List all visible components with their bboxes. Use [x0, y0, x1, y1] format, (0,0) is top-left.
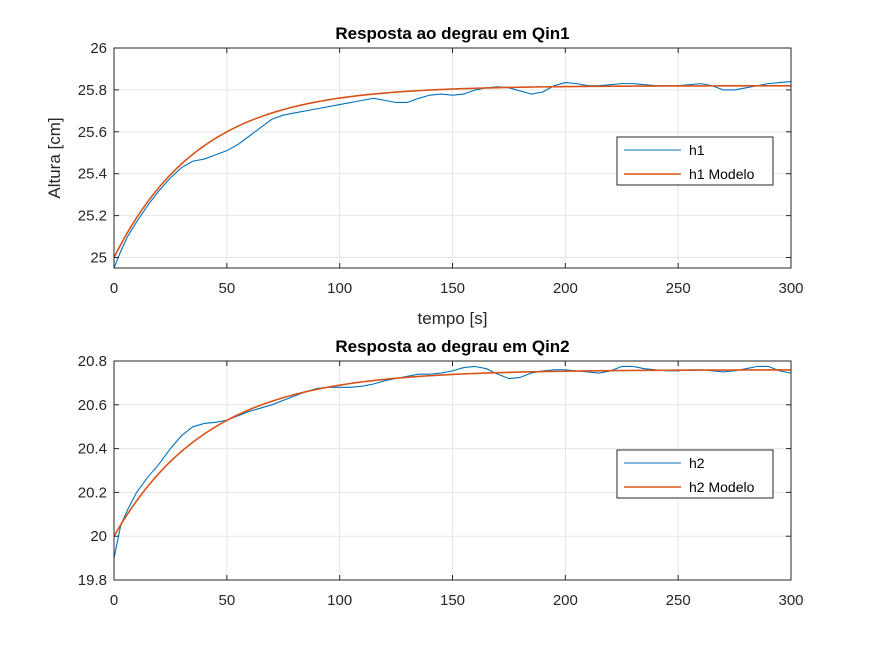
y-tick-label: 25.6 — [78, 124, 107, 141]
y-tick-label: 25.2 — [78, 208, 107, 225]
x-tick-label: 150 — [440, 280, 465, 297]
legend-label-h1-modelo: h1 Modelo — [689, 166, 755, 182]
legend-label-h2-modelo: h2 Modelo — [689, 479, 755, 495]
x-tick-label: 200 — [553, 280, 578, 297]
x-tick-label: 100 — [327, 280, 352, 297]
x-tick-label: 50 — [218, 592, 235, 609]
y-tick-label: 20.8 — [78, 353, 107, 370]
y-tick-label: 20.4 — [78, 441, 107, 458]
y-tick-label: 20 — [90, 528, 107, 545]
x-tick-label: 300 — [778, 280, 803, 297]
chart-2: 0 50 100 150 200 250 300 19.8 20 20.2 20.4 20.6 20.8… — [78, 337, 804, 609]
y-tick-label: 19.8 — [78, 572, 107, 589]
x-tick-label: 250 — [666, 280, 691, 297]
legend-box — [616, 449, 774, 499]
y-tick-label: 25.8 — [78, 82, 107, 99]
y-tick-label: 20.6 — [78, 397, 107, 414]
chart-title: Resposta ao degrau em Qin2 — [335, 337, 569, 356]
y-tick-label: 25.4 — [78, 166, 107, 183]
x-tick-label: 50 — [218, 280, 235, 297]
chart-title: Resposta ao degrau em Qin1 — [335, 24, 569, 43]
x-tick-label: 200 — [553, 592, 578, 609]
x-tick-label: 0 — [110, 280, 118, 297]
series-line-h2-modelo — [114, 369, 791, 537]
x-tick-label: 0 — [110, 592, 118, 609]
x-tick-label: 150 — [440, 592, 465, 609]
legend-label-h2: h2 — [689, 455, 705, 471]
legend-label-h1: h1 — [689, 142, 705, 158]
x-tick-label: 100 — [327, 592, 352, 609]
legend-box — [616, 136, 774, 186]
legend: h2 h2 Modelo — [616, 449, 774, 499]
y-tick-label: 26 — [90, 40, 107, 57]
x-tick-label: 250 — [666, 592, 691, 609]
chart-1: 0 50 100 150 200 250 300 25 25.2 25.4 25.6 25.8 26 Re… — [45, 24, 804, 328]
x-axis-label: tempo [s] — [418, 309, 488, 328]
y-tick-label: 25 — [90, 250, 107, 267]
x-tick-label: 300 — [778, 592, 803, 609]
y-tick-label: 20.2 — [78, 484, 107, 501]
legend: h1 h1 Modelo — [616, 136, 774, 186]
series-line-h1-modelo — [114, 84, 791, 258]
y-axis-label: Altura [cm] — [45, 117, 64, 198]
